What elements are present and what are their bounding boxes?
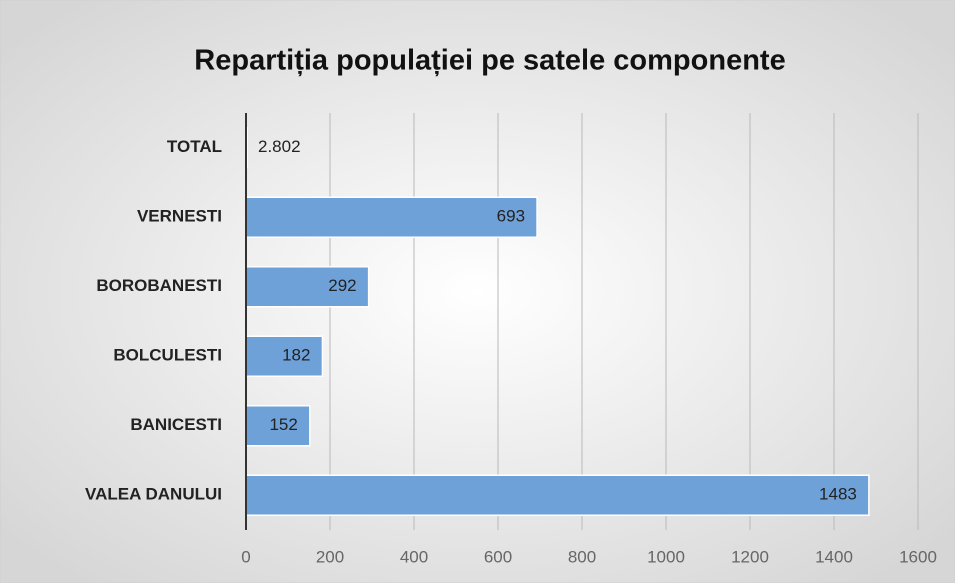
- data-label: 292: [328, 276, 356, 295]
- y-tick-label: VERNESTI: [137, 207, 222, 226]
- data-label: 152: [269, 415, 297, 434]
- chart-title: Repartiția populației pe satele componen…: [194, 45, 785, 77]
- y-tick-label: VALEA DANULUI: [85, 485, 222, 504]
- x-tick-label: 1400: [815, 547, 853, 566]
- x-tick-label: 600: [484, 547, 512, 566]
- x-tick-label: 1000: [647, 547, 685, 566]
- x-tick-label: 400: [400, 547, 428, 566]
- y-tick-label: BOROBANESTI: [96, 276, 222, 295]
- data-label: 1483: [819, 485, 857, 504]
- data-label: 693: [497, 207, 525, 226]
- bar: [245, 474, 870, 516]
- y-tick-label: BANICESTI: [130, 415, 222, 434]
- bar: [245, 196, 538, 238]
- bar: [245, 266, 370, 308]
- x-tick-label: 1200: [731, 547, 769, 566]
- x-tick-label: 1600: [899, 547, 937, 566]
- data-label: 182: [282, 346, 310, 365]
- y-tick-label: BOLCULESTI: [113, 346, 222, 365]
- y-tick-label: TOTAL: [167, 137, 222, 156]
- x-tick-label: 0: [241, 547, 250, 566]
- x-tick-label: 800: [568, 547, 596, 566]
- data-label: 2.802: [258, 137, 301, 156]
- x-tick-label: 200: [316, 547, 344, 566]
